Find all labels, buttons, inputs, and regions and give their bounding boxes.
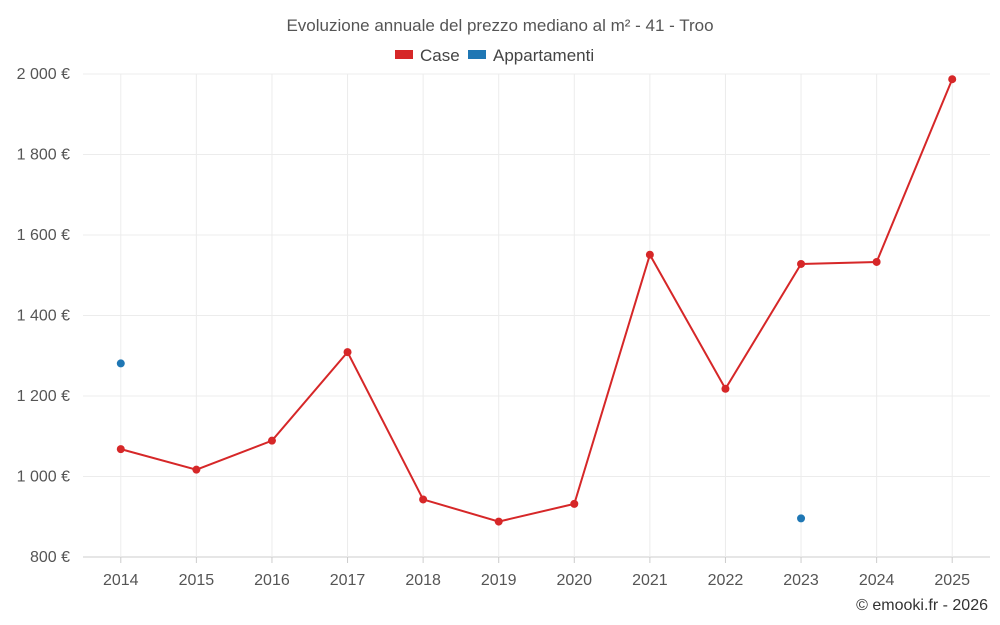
x-tick-label: 2020 bbox=[556, 572, 592, 589]
x-tick-label: 2018 bbox=[405, 572, 441, 589]
x-axis-ticks: 2014 2015 2016 2017 2018 2019 2020 2021 2022 2023… bbox=[103, 557, 970, 589]
y-tick-label: 1 400 € bbox=[17, 308, 70, 325]
y-tick-label: 2 000 € bbox=[17, 66, 70, 83]
data-point-case[interactable] bbox=[948, 75, 957, 84]
x-tick-label: 2021 bbox=[632, 572, 668, 589]
series-line-case bbox=[120, 78, 954, 523]
data-point-case[interactable] bbox=[645, 250, 654, 259]
data-point-case[interactable] bbox=[419, 495, 428, 504]
data-point-appartamenti[interactable] bbox=[797, 514, 806, 523]
x-tick-label: 2025 bbox=[934, 572, 970, 589]
x-tick-label: 2015 bbox=[179, 572, 215, 589]
y-tick-label: 1 800 € bbox=[17, 147, 70, 164]
data-point-case[interactable] bbox=[570, 499, 579, 508]
data-point-case[interactable] bbox=[872, 257, 881, 266]
series bbox=[116, 75, 957, 526]
grid bbox=[83, 73, 990, 558]
legend-swatch-case bbox=[395, 50, 413, 59]
y-axis-ticks: 800 € 1 000 € 1 200 € 1 400 € 1 600 € 1 800 €… bbox=[17, 66, 70, 566]
legend-swatch-appartamenti bbox=[468, 50, 486, 59]
y-tick-label: 800 € bbox=[30, 549, 70, 566]
data-point-case[interactable] bbox=[116, 445, 125, 454]
chart-title: Evoluzione annuale del prezzo mediano al… bbox=[286, 16, 713, 35]
x-tick-label: 2024 bbox=[859, 572, 895, 589]
x-tick-label: 2014 bbox=[103, 572, 139, 589]
credit-text: © emooki.fr - 2026 bbox=[856, 597, 988, 614]
data-point-case[interactable] bbox=[721, 384, 730, 393]
y-tick-label: 1 000 € bbox=[17, 469, 70, 486]
x-tick-label: 2017 bbox=[330, 572, 366, 589]
legend-label-appartamenti[interactable]: Appartamenti bbox=[493, 46, 594, 65]
x-tick-label: 2022 bbox=[708, 572, 744, 589]
data-point-case[interactable] bbox=[343, 348, 352, 357]
data-point-case[interactable] bbox=[494, 517, 503, 526]
y-tick-label: 1 200 € bbox=[17, 388, 70, 405]
data-point-case[interactable] bbox=[267, 436, 276, 445]
legend: Case Appartamenti bbox=[395, 46, 594, 65]
legend-label-case[interactable]: Case bbox=[420, 46, 460, 65]
data-point-appartamenti[interactable] bbox=[116, 359, 125, 368]
x-tick-label: 2016 bbox=[254, 572, 290, 589]
y-tick-label: 1 600 € bbox=[17, 227, 70, 244]
x-tick-label: 2019 bbox=[481, 572, 517, 589]
data-point-case[interactable] bbox=[797, 259, 806, 268]
x-tick-label: 2023 bbox=[783, 572, 819, 589]
data-point-case[interactable] bbox=[192, 465, 201, 474]
